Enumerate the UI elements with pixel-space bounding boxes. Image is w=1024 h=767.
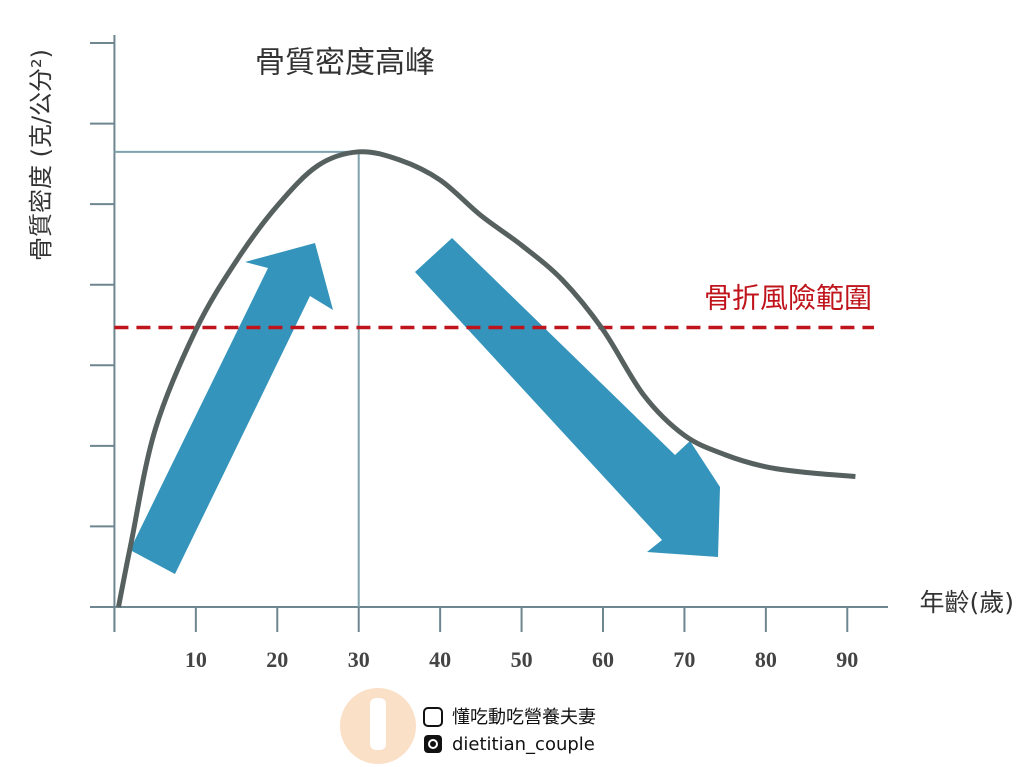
x-tick-label: 20 <box>266 647 288 672</box>
chart-title: 骨質密度高峰 <box>255 46 435 81</box>
threshold-label: 骨折風險範圍 <box>704 281 872 314</box>
instagram-name: dietitian_couple <box>452 734 595 755</box>
x-tick-label: 50 <box>511 647 533 672</box>
x-tick-label: 40 <box>429 647 451 672</box>
facebook-name: 懂吃動吃營養夫妻 <box>452 707 596 728</box>
x-tick-label: 90 <box>836 647 858 672</box>
instagram-icon <box>424 735 442 753</box>
facebook-icon <box>423 707 443 727</box>
x-axis-label: 年齡(歲) <box>919 588 1014 617</box>
x-tick-label: 30 <box>348 647 370 672</box>
logo-figure <box>370 698 386 750</box>
x-tick-label: 80 <box>755 647 777 672</box>
falling-arrow <box>415 238 720 557</box>
x-tick-label: 60 <box>592 647 614 672</box>
data-line <box>116 149 856 608</box>
instagram-icon-lens <box>428 739 438 749</box>
x-tick-label: 70 <box>673 647 695 672</box>
y-axis-label: 骨質密度 (克/公分²) <box>27 49 55 261</box>
x-tick-label: 10 <box>185 647 207 672</box>
